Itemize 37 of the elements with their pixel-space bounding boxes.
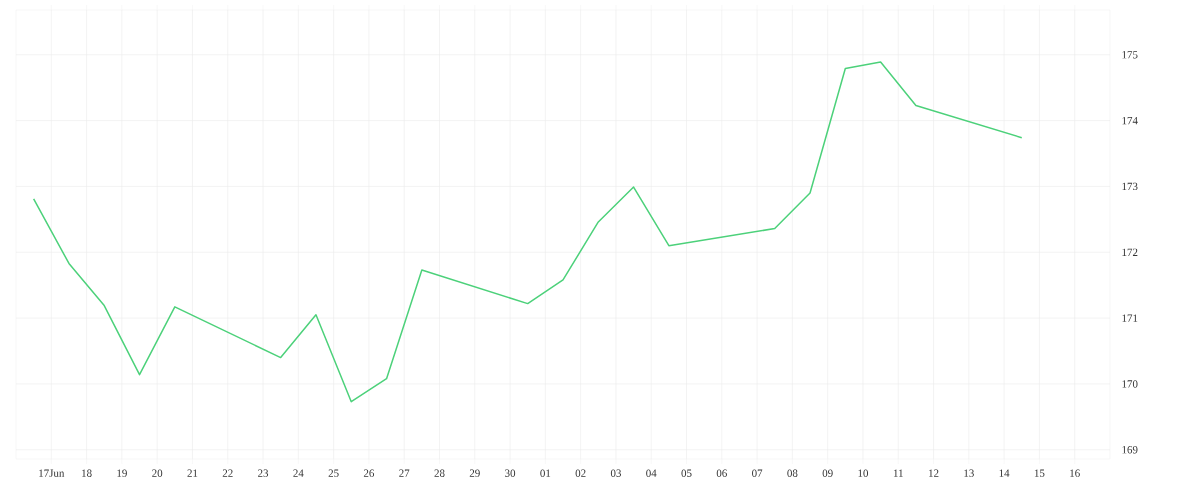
x-tick-label: 06 (716, 469, 727, 477)
x-tick-label: 10 (858, 469, 869, 477)
x-tick-label: 15 (1034, 469, 1045, 477)
x-tick-label: 19 (117, 469, 127, 477)
x-tick-label: 05 (681, 469, 692, 477)
x-tick-label: 27 (399, 469, 410, 477)
x-tick-label: 14 (999, 469, 1010, 477)
x-tick-label: 26 (363, 469, 375, 477)
x-tick-label: 02 (575, 469, 586, 477)
x-tick-label: 29 (469, 469, 480, 477)
x-tick-label: 16 (1070, 469, 1080, 477)
x-tick-label: 20 (152, 469, 163, 477)
x-tick-label: 09 (822, 469, 833, 477)
x-tick-label: 24 (293, 469, 304, 477)
y-tick-label: 175 (1122, 51, 1138, 59)
x-tick-label: 01 (540, 469, 551, 477)
x-tick-label: 18 (82, 469, 92, 477)
x-tick-label: 12 (929, 469, 939, 477)
x-tick-label: 30 (505, 469, 516, 477)
x-tick-label: 08 (787, 469, 798, 477)
y-tick-label: 173 (1122, 182, 1138, 191)
y-tick-label: 169 (1122, 446, 1138, 454)
y-tick-label: 174 (1122, 116, 1138, 125)
x-tick-label: 04 (646, 469, 657, 477)
y-tick-label: 170 (1122, 380, 1138, 388)
y-tick-label: 171 (1122, 314, 1138, 322)
x-tick-label: 07 (752, 469, 763, 477)
x-tick-label: 21 (187, 469, 198, 477)
x-tick-label: 13 (964, 469, 974, 477)
x-tick-label: 25 (328, 469, 339, 477)
x-tick-label: 22 (222, 469, 233, 477)
x-tick-label: 11 (893, 469, 903, 477)
x-tick-label: 28 (434, 469, 445, 477)
y-tick-label: 172 (1122, 248, 1138, 256)
x-tick-label: 03 (610, 469, 621, 477)
x-tick-label: 17Jun (39, 469, 65, 477)
x-tick-label: 23 (258, 469, 269, 477)
